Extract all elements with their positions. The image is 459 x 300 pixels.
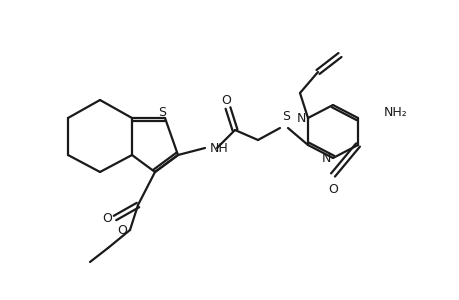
Text: O: O [102,212,112,224]
Text: O: O [327,183,337,196]
Text: N: N [321,152,330,164]
Text: NH₂: NH₂ [383,106,407,118]
Text: O: O [221,94,230,106]
Text: NH: NH [210,142,228,154]
Text: O: O [117,224,127,236]
Text: S: S [281,110,289,123]
Text: S: S [157,106,166,118]
Text: N: N [296,112,305,124]
